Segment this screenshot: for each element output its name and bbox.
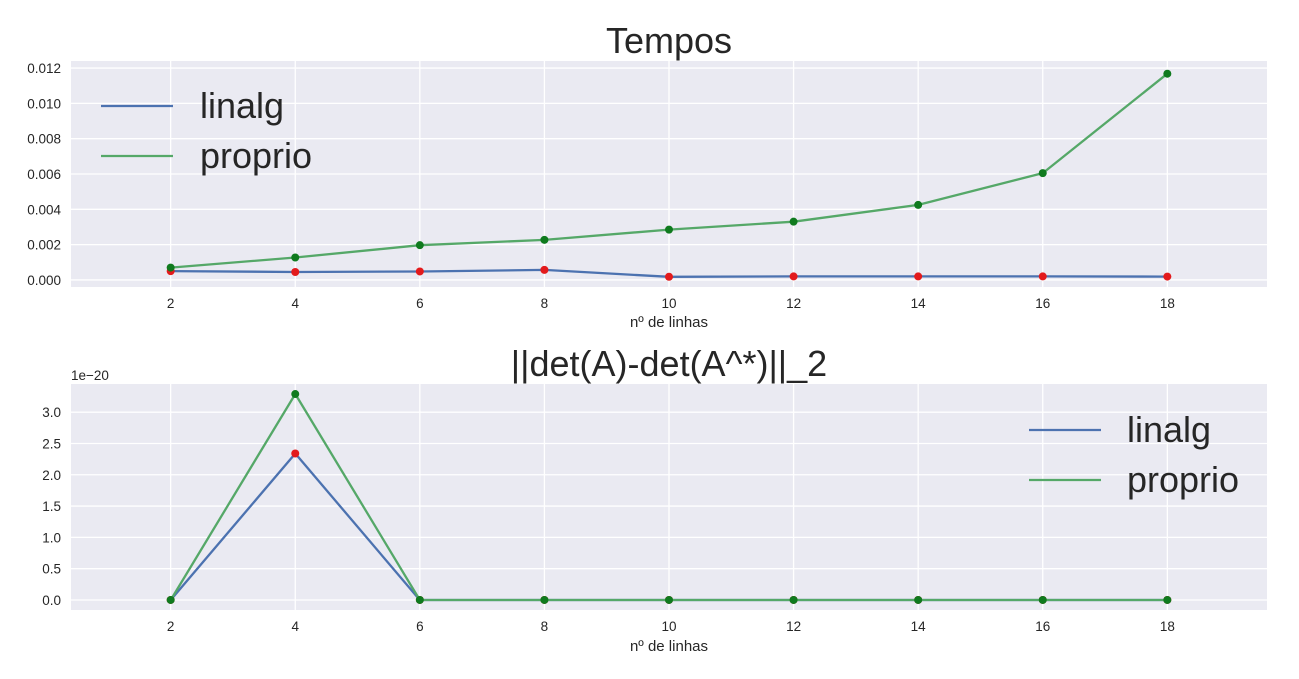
y-tick-label: 0.006 [27, 167, 61, 182]
x-tick-label: 2 [167, 296, 175, 311]
data-point-proprio [1038, 169, 1047, 178]
x-tick-label: 4 [291, 296, 299, 311]
x-tick-label: 14 [911, 619, 927, 634]
series-layer [166, 390, 1172, 604]
y-tick-label: 0.008 [27, 132, 61, 147]
y-tick-labels: 0.0 0.5 1.0 1.5 2.0 2.5 3.0 [42, 405, 61, 608]
y-tick-label: 0.010 [27, 96, 61, 111]
data-point-proprio [166, 263, 175, 272]
y-tick-label: 0.0 [42, 593, 61, 608]
data-point-linalg [540, 265, 549, 274]
x-tick-label: 2 [167, 619, 175, 634]
y-tick-label: 0.004 [27, 202, 61, 217]
data-point-linalg [789, 272, 798, 281]
x-tick-label: 18 [1160, 619, 1175, 634]
x-axis-label: nº de linhas [630, 314, 708, 331]
data-point-linalg [665, 272, 673, 281]
legend-label-proprio: proprio [200, 135, 312, 176]
data-point-proprio [540, 235, 549, 244]
data-point-linalg [415, 267, 424, 276]
data-point-proprio [789, 217, 798, 226]
legend: linalg proprio [1029, 409, 1239, 500]
x-tick-label: 6 [416, 296, 424, 311]
chart-tempos: 0.000 0.002 0.004 0.006 0.008 0.010 0.012 2 4 6 8… [27, 20, 1267, 331]
x-tick-label: 12 [786, 296, 801, 311]
legend-label-linalg: linalg [1127, 409, 1211, 450]
data-point-linalg [291, 449, 300, 458]
data-point-proprio [1038, 595, 1047, 604]
x-tick-label: 6 [416, 619, 424, 634]
data-point-proprio [166, 595, 175, 604]
data-point-linalg [914, 272, 923, 281]
grid [71, 384, 1267, 610]
y-tick-labels: 0.000 0.002 0.004 0.006 0.008 0.010 0.012 [27, 61, 61, 288]
x-tick-label: 10 [661, 296, 676, 311]
x-axis-label: nº de linhas [630, 638, 708, 655]
y-tick-label: 0.012 [27, 61, 61, 76]
y-tick-label: 2.0 [42, 468, 61, 483]
x-tick-label: 16 [1035, 296, 1050, 311]
chart-det-error: 0.0 0.5 1.0 1.5 2.0 2.5 3.0 2 4 6 8 10 12 14 16 18 ||d… [42, 343, 1267, 655]
data-point-linalg [291, 267, 300, 276]
legend-label-linalg: linalg [200, 85, 284, 126]
data-point-proprio [1163, 69, 1172, 78]
data-point-proprio [415, 595, 424, 604]
x-tick-label: 4 [291, 619, 299, 634]
data-point-proprio [665, 225, 673, 234]
y-tick-label: 0.002 [27, 238, 61, 253]
chart-title: ||det(A)-det(A^*)||_2 [511, 343, 827, 384]
data-point-proprio [415, 241, 424, 250]
data-point-proprio [914, 595, 923, 604]
chart-title: Tempos [606, 20, 732, 61]
legend: linalg proprio [101, 85, 312, 176]
data-point-proprio [291, 390, 300, 399]
y-tick-label: 0.000 [27, 273, 61, 288]
data-point-linalg [1163, 272, 1172, 281]
data-point-linalg [1038, 272, 1047, 281]
x-tick-label: 12 [786, 619, 801, 634]
y-tick-label: 0.5 [42, 562, 61, 577]
data-point-proprio [665, 595, 673, 604]
y-tick-label: 1.5 [42, 499, 61, 514]
series-layer [166, 69, 1172, 281]
y-offset-label: 1e−20 [71, 368, 109, 383]
x-tick-label: 10 [661, 619, 676, 634]
x-tick-label: 18 [1160, 296, 1175, 311]
x-tick-labels: 2 4 6 8 10 12 14 16 18 [167, 619, 1175, 634]
legend-label-proprio: proprio [1127, 459, 1239, 500]
x-tick-label: 16 [1035, 619, 1050, 634]
x-tick-label: 14 [911, 296, 927, 311]
x-tick-labels: 2 4 6 8 10 12 14 16 18 [167, 296, 1175, 311]
data-point-proprio [540, 595, 549, 604]
data-point-proprio [914, 200, 923, 209]
y-tick-label: 1.0 [42, 530, 61, 545]
data-point-proprio [1163, 595, 1172, 604]
y-tick-label: 3.0 [42, 405, 61, 420]
data-point-proprio [291, 253, 300, 262]
data-point-proprio [789, 595, 798, 604]
x-tick-label: 8 [541, 296, 549, 311]
y-tick-label: 2.5 [42, 436, 61, 451]
x-tick-label: 8 [541, 619, 549, 634]
